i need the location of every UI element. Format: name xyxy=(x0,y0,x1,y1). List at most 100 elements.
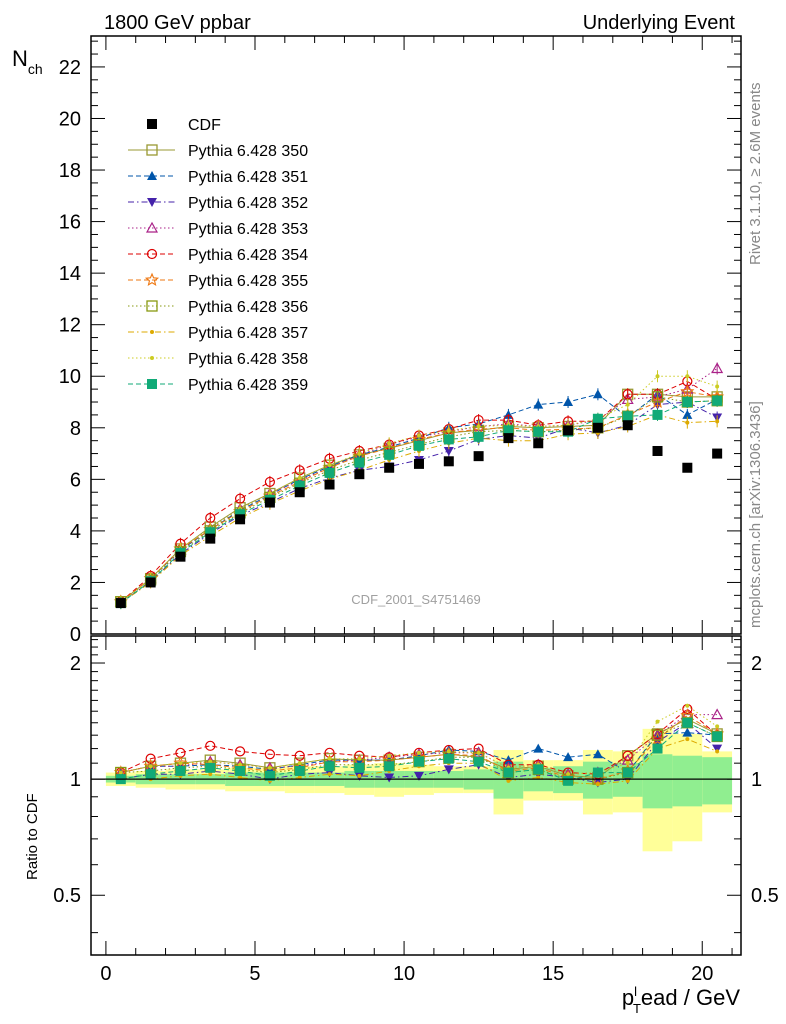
legend-label-pythia-6-428-352: Pythia 6.428 352 xyxy=(188,195,308,212)
point-pythia-6-428-358 xyxy=(267,491,272,496)
ratio-series xyxy=(113,703,725,788)
point-cdf xyxy=(563,425,574,436)
point-pythia-6-428-358 xyxy=(297,476,302,481)
ratio-point-pythia-6-428-354 xyxy=(145,753,156,764)
x-axis-label-p: p xyxy=(622,985,634,1010)
point-pythia-6-428-355 xyxy=(650,394,665,409)
point-pythia-6-428-358 xyxy=(327,463,332,468)
y-tick-label: 2 xyxy=(70,653,81,675)
x-axis-label-rest: ead / GeV xyxy=(641,985,740,1010)
ratio-point-pythia-6-428-359 xyxy=(145,769,156,780)
ratio-point-pythia-6-428-355 xyxy=(173,755,188,770)
point-cdf xyxy=(413,458,424,469)
point-pythia-6-428-359 xyxy=(384,449,395,460)
point-pythia-6-428-359 xyxy=(235,509,246,520)
ratio-point-pythia-6-428-359 xyxy=(503,767,514,778)
legend-marker-pythia-6-428-353 xyxy=(145,221,159,233)
ratio-point-pythia-6-428-358 xyxy=(238,762,243,767)
point-cdf xyxy=(175,551,186,562)
point-pythia-6-428-354 xyxy=(264,476,275,488)
point-pythia-6-428-358 xyxy=(446,428,451,433)
ratio-point-pythia-6-428-358 xyxy=(715,724,720,729)
series-line-pythia-6-428-359 xyxy=(120,400,718,604)
x-tick-label: 15 xyxy=(542,963,564,985)
y-axis-label-ratio: Ratio to CDF xyxy=(24,793,41,880)
ratio-point-pythia-6-428-357 xyxy=(357,773,362,778)
legend-marker-pythia-6-428-357 xyxy=(150,330,154,334)
y-axis-label-main: Nch xyxy=(12,46,43,77)
ratio-point-pythia-6-428-358 xyxy=(416,750,421,755)
ratio-band-inner xyxy=(672,755,703,807)
point-pythia-6-428-358 xyxy=(476,424,481,429)
ratio-point-pythia-6-428-354 xyxy=(294,750,305,761)
ratio-point-pythia-6-428-359 xyxy=(622,767,633,778)
point-cdf xyxy=(533,438,544,449)
ratio-point-pythia-6-428-359 xyxy=(473,756,484,767)
point-pythia-6-428-359 xyxy=(354,457,365,468)
ratio-point-pythia-6-428-351 xyxy=(592,749,603,759)
point-pythia-6-428-358 xyxy=(685,374,690,379)
point-cdf xyxy=(145,577,156,588)
ratio-point-pythia-6-428-359 xyxy=(443,753,454,764)
point-cdf xyxy=(443,456,454,467)
point-pythia-6-428-358 xyxy=(357,451,362,456)
point-pythia-6-428-359 xyxy=(682,397,693,408)
x-tick-label: 5 xyxy=(249,963,260,985)
ratio-point-pythia-6-428-358 xyxy=(357,756,362,761)
point-pythia-6-428-358 xyxy=(387,441,392,446)
legend-marker-pythia-6-428-355 xyxy=(144,272,160,287)
legend-marker-pythia-6-428-356 xyxy=(146,300,158,312)
point-pythia-6-428-355 xyxy=(680,384,695,398)
rivet-label: Rivet 3.1.10, ≥ 2.6M events xyxy=(747,83,764,266)
y-tick-label: 20 xyxy=(59,108,81,130)
ratio-point-pythia-6-428-352 xyxy=(443,765,454,775)
ratio-point-pythia-6-428-357 xyxy=(715,749,720,754)
y-tick-label-right: 2 xyxy=(751,653,762,675)
ratio-point-pythia-6-428-359 xyxy=(533,764,544,775)
point-pythia-6-428-358 xyxy=(655,374,660,379)
y-tick-label: 8 xyxy=(70,418,81,440)
legend-marker-pythia-6-428-354 xyxy=(146,248,158,260)
point-cdf xyxy=(264,497,275,508)
point-pythia-6-428-359 xyxy=(622,411,633,422)
ratio-point-pythia-6-428-359 xyxy=(384,761,395,772)
legend-marker-cdf xyxy=(147,119,157,129)
point-pythia-6-428-351 xyxy=(533,399,544,409)
ratio-point-pythia-6-428-351 xyxy=(682,727,693,737)
ratio-point-pythia-6-428-355 xyxy=(650,731,665,746)
point-pythia-6-428-359 xyxy=(443,434,454,445)
ratio-band-inner xyxy=(642,754,673,809)
x-axis-label-sup: l xyxy=(634,984,637,999)
point-pythia-6-428-359 xyxy=(712,395,723,406)
header-left: 1800 GeV ppbar xyxy=(104,12,251,34)
point-pythia-6-428-359 xyxy=(324,467,335,478)
ratio-plot-frame xyxy=(90,635,742,956)
point-pythia-6-428-351 xyxy=(592,389,603,399)
ratio-line-pythia-6-428-356 xyxy=(120,722,718,780)
point-cdf xyxy=(712,448,723,459)
point-pythia-6-428-359 xyxy=(592,413,603,424)
point-pythia-6-428-357 xyxy=(715,419,720,424)
point-cdf xyxy=(622,420,633,431)
y-tick-label: 0 xyxy=(70,624,81,646)
legend-label-pythia-6-428-351: Pythia 6.428 351 xyxy=(188,169,308,186)
y-tick-label: 10 xyxy=(59,366,81,388)
ratio-point-pythia-6-428-356 xyxy=(651,729,664,741)
point-pythia-6-428-352 xyxy=(443,446,454,456)
ratio-point-pythia-6-428-352 xyxy=(384,773,395,783)
ratio-point-pythia-6-428-358 xyxy=(566,772,571,777)
ratio-point-pythia-6-428-357 xyxy=(327,772,332,777)
ratio-point-pythia-6-428-359 xyxy=(354,762,365,773)
point-pythia-6-428-357 xyxy=(685,420,690,425)
point-cdf xyxy=(473,451,484,462)
y-tick-label: 18 xyxy=(59,160,81,182)
ratio-point-pythia-6-428-353 xyxy=(711,708,724,720)
ratio-point-pythia-6-428-359 xyxy=(175,765,186,776)
ratio-point-pythia-6-428-357 xyxy=(625,778,630,783)
point-pythia-6-428-359 xyxy=(652,409,663,420)
ratio-point-pythia-6-428-358 xyxy=(327,756,332,761)
y-tick-label: 12 xyxy=(59,315,81,337)
y-tick-label: 22 xyxy=(59,57,81,79)
x-tick-label: 20 xyxy=(691,963,713,985)
